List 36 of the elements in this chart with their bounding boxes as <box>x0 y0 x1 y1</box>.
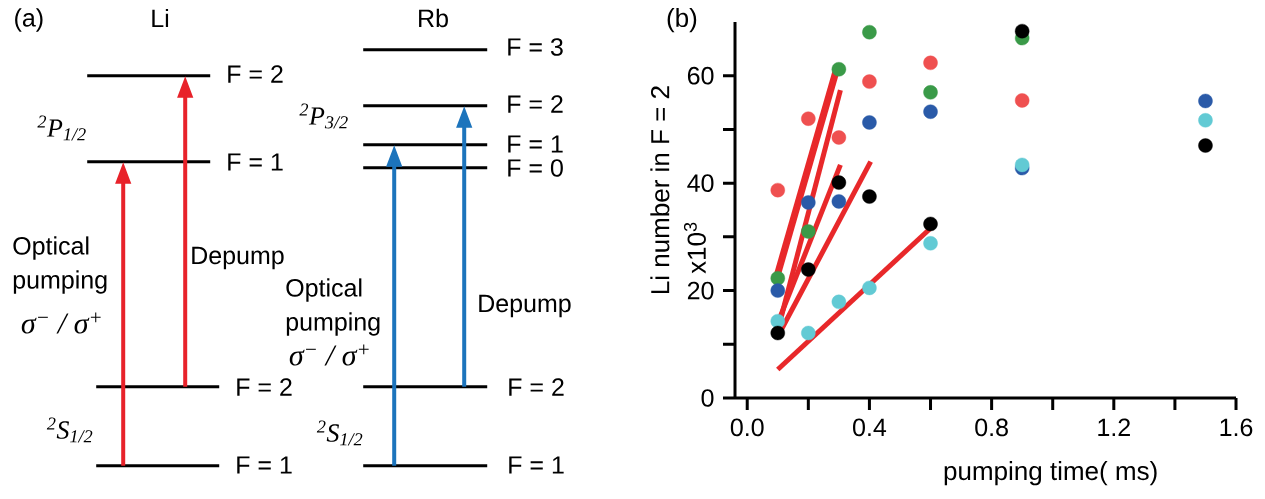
y-axis-title: Li number in F = 2 <box>650 86 670 294</box>
x-tick-label: 1.2 <box>1098 418 1130 436</box>
y-tick-label: 40 <box>687 174 714 192</box>
text: F = 2 <box>228 65 283 83</box>
x-tick-label: 0.0 <box>730 418 764 437</box>
text: Li <box>152 8 169 28</box>
x-tick-label: 1.6 <box>1220 418 1253 437</box>
text: (a) <box>15 8 43 32</box>
text: Optical pumping <box>286 278 380 336</box>
text: Optical pumping <box>13 236 107 294</box>
text: Rb <box>419 8 448 28</box>
text: F = 3 <box>508 38 563 56</box>
text: F = 2 <box>508 95 563 113</box>
chart-title: (b) <box>667 8 697 33</box>
text: $^{2}$S$_{1/2}$ <box>316 420 363 446</box>
y-tick-label: 20 <box>687 281 714 300</box>
text: F = 1 <box>508 135 563 153</box>
text: F = 2 <box>509 378 564 396</box>
x-axis-title: pumping time( ms) <box>944 461 1157 486</box>
y-tick-label: 0 <box>701 389 714 407</box>
x-tick-label: 0.4 <box>853 418 887 437</box>
text: $^{2}$S$_{1/2}$ <box>46 417 93 443</box>
text: Depump <box>192 246 284 270</box>
text: σ$^{−}$ / σ$^{+}$ <box>21 312 101 334</box>
text: Depump <box>479 294 571 318</box>
text: F = 1 <box>228 153 283 171</box>
text: $^{2}$P$_{1/2}$ <box>37 115 86 141</box>
text: F = 1 <box>237 456 292 474</box>
x-tick-label: 0.8 <box>975 418 1008 437</box>
text: F = 1 <box>509 456 564 474</box>
text: F = 2 <box>237 378 292 396</box>
text: F = 0 <box>508 159 563 177</box>
text: σ$^{−}$ / σ$^{+}$ <box>289 344 369 366</box>
text: x10$^{3}$ <box>683 222 706 274</box>
y-tick-label: 60 <box>687 66 714 85</box>
text: $^{2}$P$_{3/2}$ <box>299 103 348 129</box>
